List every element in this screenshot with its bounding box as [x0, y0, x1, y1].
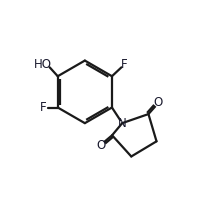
Text: HO: HO [34, 58, 52, 71]
Text: O: O [154, 96, 163, 109]
Text: O: O [96, 138, 105, 152]
Text: F: F [40, 101, 46, 114]
Text: N: N [118, 117, 127, 130]
Text: F: F [121, 58, 128, 71]
